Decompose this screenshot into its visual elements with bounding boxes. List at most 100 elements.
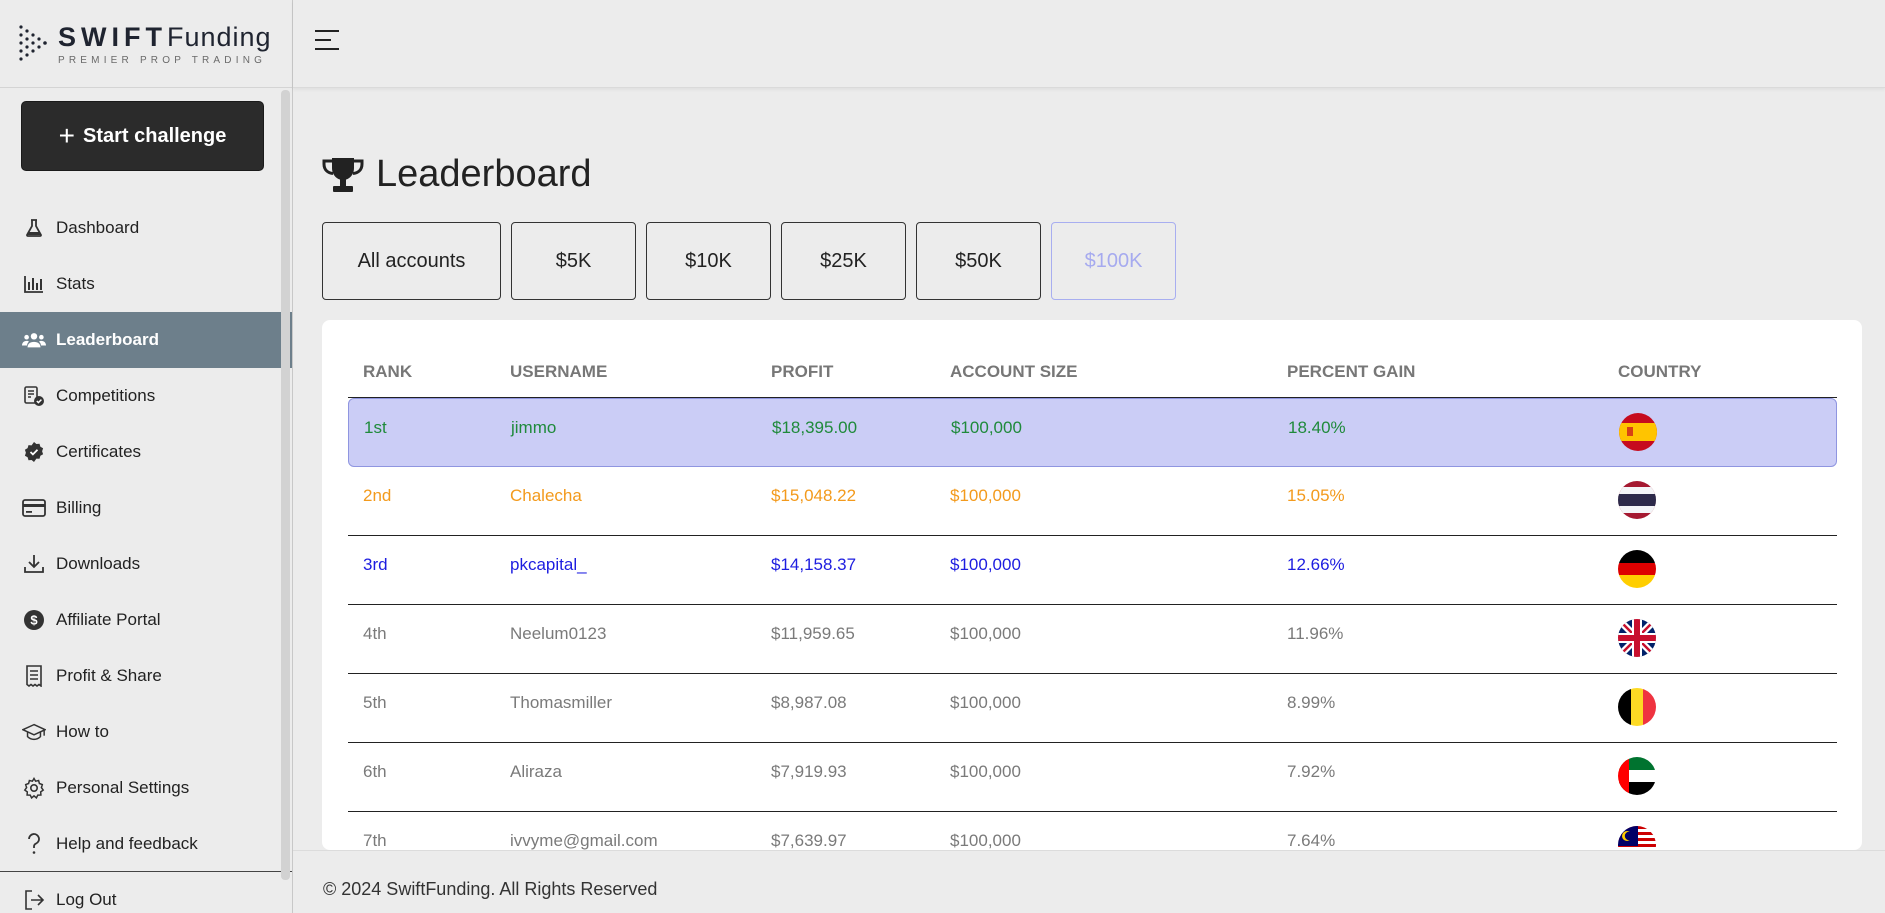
sidebar-divider [0, 871, 292, 872]
account-size-cell: $100,000 [950, 762, 1021, 781]
sidebar-item-label: Stats [56, 274, 95, 293]
logo[interactable]: SWIFTFunding PREMIER PROP TRADING [0, 0, 292, 88]
rank-cell: 2nd [363, 486, 392, 505]
account-size-tabs: All accounts $5K $10K $25K $50K $100K [322, 222, 1186, 300]
country-flag-icon [1619, 413, 1657, 451]
profit-cell: $8,987.08 [771, 693, 847, 712]
sidebar-item-profit-share[interactable]: Profit & Share [0, 648, 292, 704]
table-header: RANK USERNAME PROFIT ACCOUNT SIZE PERCEN… [348, 320, 1837, 398]
rank-cell: 4th [363, 624, 387, 643]
sidebar-item-certificates[interactable]: Certificates [0, 424, 292, 480]
logout-icon [22, 888, 46, 912]
sidebar-item-help[interactable]: Help and feedback [0, 816, 292, 872]
account-size-cell: $100,000 [950, 693, 1021, 712]
account-size-cell: $100,000 [950, 486, 1021, 505]
percent-gain-cell: 7.64% [1287, 831, 1336, 850]
download-icon [22, 552, 46, 576]
rank-cell: 5th [363, 693, 387, 712]
sidebar-item-label: Billing [56, 498, 102, 517]
rank-cell: 1st [364, 418, 387, 437]
sidebar-item-stats[interactable]: Stats [0, 256, 292, 312]
tab-10k[interactable]: $10K [646, 222, 771, 300]
sidebar-item-label: Personal Settings [56, 778, 190, 797]
column-header-country: COUNTRY [1618, 362, 1702, 381]
username-cell: jimmo [511, 418, 557, 437]
profit-cell: $18,395.00 [772, 418, 858, 437]
logout-button[interactable]: Log Out [0, 872, 292, 913]
dollar-circle-icon: $ [22, 608, 46, 632]
svg-text:$: $ [30, 613, 38, 628]
rank-cell: 3rd [363, 555, 388, 574]
sidebar-item-personal-settings[interactable]: Personal Settings [0, 760, 292, 816]
tab-5k[interactable]: $5K [511, 222, 636, 300]
sidebar-item-label: Dashboard [56, 218, 140, 237]
table-body: 1st jimmo $18,395.00 $100,000 18.40% 2nd Chale… [348, 398, 1837, 850]
column-header-rank: RANK [363, 362, 413, 381]
rank-cell: 7th [363, 831, 387, 850]
country-flag-icon [1618, 757, 1656, 795]
account-size-cell: $100,000 [950, 555, 1021, 574]
table-row[interactable]: 5th Thomasmiller $8,987.08 $100,000 8.99% [348, 674, 1837, 743]
table-row[interactable]: 4th Neelum0123 $11,959.65 $100,000 11.96% [348, 605, 1837, 674]
sidebar-item-dashboard[interactable]: Dashboard [0, 200, 292, 256]
graduation-cap-icon [22, 720, 46, 744]
sidebar-item-downloads[interactable]: Downloads [0, 536, 292, 592]
percent-gain-cell: 8.99% [1287, 693, 1336, 712]
country-flag-icon [1618, 481, 1656, 519]
tab-50k[interactable]: $50K [916, 222, 1041, 300]
column-header-percent-gain: PERCENT GAIN [1287, 362, 1416, 381]
sidebar-item-billing[interactable]: Billing [0, 480, 292, 536]
plus-icon: + [58, 120, 75, 151]
country-flag-icon [1618, 619, 1656, 657]
profit-cell: $15,048.22 [771, 486, 857, 505]
tab-25k[interactable]: $25K [781, 222, 906, 300]
table-row[interactable]: 6th Aliraza $7,919.93 $100,000 7.92% [348, 743, 1837, 812]
profit-cell: $14,158.37 [771, 555, 857, 574]
topbar [293, 0, 1885, 88]
country-flag-icon [1618, 550, 1656, 588]
gear-icon [22, 776, 46, 800]
table-row[interactable]: 3rd pkcapital_ $14,158.37 $100,000 12.66% [348, 536, 1837, 605]
sidebar-item-label: How to [56, 722, 109, 741]
profit-cell: $7,639.97 [771, 831, 847, 850]
sidebar-item-how-to[interactable]: How to [0, 704, 292, 760]
competitions-icon [22, 384, 46, 408]
badge-check-icon [22, 440, 46, 464]
sidebar-item-affiliate-portal[interactable]: $ Affiliate Portal [0, 592, 292, 648]
sidebar-item-label: Leaderboard [56, 330, 159, 349]
receipt-icon [22, 664, 46, 688]
percent-gain-cell: 15.05% [1287, 486, 1345, 505]
sidebar-item-label: Profit & Share [56, 666, 162, 685]
sidebar-item-label: Help and feedback [56, 834, 198, 853]
question-icon [22, 832, 46, 856]
credit-card-icon [22, 496, 46, 520]
username-cell: Neelum0123 [510, 624, 607, 643]
sidebar-item-label: Competitions [56, 386, 156, 405]
percent-gain-cell: 12.66% [1287, 555, 1345, 574]
account-size-cell: $100,000 [951, 418, 1022, 437]
table-row[interactable]: 1st jimmo $18,395.00 $100,000 18.40% [348, 398, 1837, 467]
brand-name-bold: SWIFT [58, 21, 167, 52]
column-header-profit: PROFIT [771, 362, 834, 381]
tab-all-accounts[interactable]: All accounts [322, 222, 501, 300]
menu-toggle-icon[interactable] [315, 30, 341, 52]
percent-gain-cell: 11.96% [1287, 624, 1344, 643]
column-header-account-size: ACCOUNT SIZE [950, 362, 1078, 381]
table-row[interactable]: 7th ivvyme@gmail.com $7,639.97 $100,000 7.64… [348, 812, 1837, 850]
copyright-text: © 2024 SwiftFunding. All Rights Reserved [323, 879, 658, 899]
profit-cell: $7,919.93 [771, 762, 847, 781]
start-challenge-label: Start challenge [82, 124, 227, 147]
tab-100k[interactable]: $100K [1051, 222, 1176, 300]
page-header: Leaderboard [322, 153, 592, 196]
start-challenge-button[interactable]: + Start challenge [21, 101, 264, 171]
column-header-username: USERNAME [510, 362, 608, 381]
username-cell: Chalecha [510, 486, 582, 505]
profit-cell: $11,959.65 [771, 624, 855, 643]
brand-name-light: Funding [166, 21, 272, 52]
sidebar-item-competitions[interactable]: Competitions [0, 368, 292, 424]
table-row[interactable]: 2nd Chalecha $15,048.22 $100,000 15.05% [348, 467, 1837, 536]
sidebar-item-leaderboard[interactable]: Leaderboard [0, 312, 292, 368]
sidebar-scrollbar[interactable] [281, 90, 290, 880]
sidebar-item-label: Certificates [56, 442, 142, 461]
brand-tagline: PREMIER PROP TRADING [58, 54, 267, 66]
